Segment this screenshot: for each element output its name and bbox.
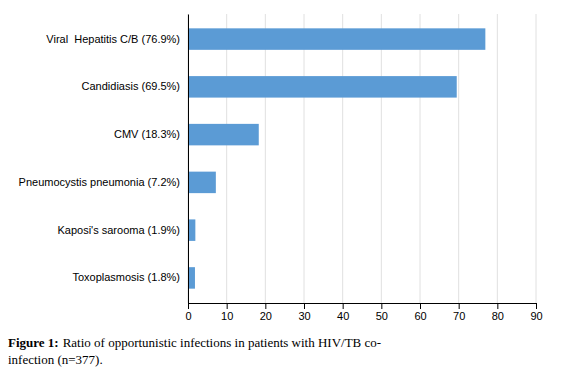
y-tick: Candidiasis (69.5%) (82, 80, 188, 92)
x-axis: 0 10 20 30 40 50 60 70 80 90 (185, 303, 542, 322)
chart: 0 10 20 30 40 50 60 70 80 90 Toxoplasmosis (1.8%) K… (0, 0, 562, 381)
x-tick-mark (227, 303, 228, 309)
y-tick-label: Pneumocystis pneumonia (7.2%) (19, 176, 180, 188)
x-tick-label: 60 (414, 310, 426, 322)
x-tick-label: 80 (492, 310, 504, 322)
grid-line (420, 14, 421, 303)
bar (188, 267, 195, 288)
x-tick-label: 30 (298, 310, 310, 322)
x-tick: 10 (221, 303, 233, 322)
y-tick: Kaposi's sarooma (1.9%) (57, 224, 188, 236)
bar (188, 219, 195, 240)
x-tick-label: 0 (185, 310, 191, 322)
grid-line (265, 14, 266, 303)
caption-line: infection (n=377). (8, 352, 103, 367)
x-tick-label: 70 (453, 310, 465, 322)
grid-line (304, 14, 305, 303)
y-tick: Viral Hepatitis C/B (76.9%) (46, 33, 188, 45)
x-tick-label: 10 (221, 310, 233, 322)
grid-line (226, 14, 227, 303)
x-tick-mark (343, 303, 344, 309)
x-tick-mark (459, 303, 460, 309)
y-axis-line (188, 15, 189, 304)
grid-line (381, 14, 382, 303)
x-tick-label: 20 (260, 310, 272, 322)
x-tick: 50 (376, 303, 388, 322)
y-tick: CMV (18.3%) (114, 128, 188, 140)
y-axis: Toxoplasmosis (1.8%) Kaposi's sarooma (1.… (19, 15, 189, 304)
bar (188, 28, 485, 49)
bar (188, 76, 457, 97)
grid (188, 14, 536, 303)
bar (188, 172, 216, 193)
x-tick: 70 (453, 303, 465, 322)
x-tick-mark (420, 303, 421, 309)
x-tick-mark (536, 303, 537, 309)
grid-line (342, 14, 343, 303)
x-tick: 90 (530, 303, 542, 322)
grid-line (458, 14, 459, 303)
x-tick: 0 (185, 303, 191, 322)
bars (188, 28, 485, 288)
y-tick-label: Viral Hepatitis C/B (76.9%) (46, 33, 180, 45)
x-tick: 40 (337, 303, 349, 322)
x-tick: 60 (414, 303, 426, 322)
x-tick-label: 50 (376, 310, 388, 322)
x-tick: 80 (492, 303, 504, 322)
x-tick-label: 40 (337, 310, 349, 322)
x-tick-mark (265, 303, 266, 309)
caption-label: Figure 1: (8, 335, 59, 350)
caption-text: Ratio of opportunistic infections in pat… (8, 335, 381, 367)
x-tick-mark (304, 303, 305, 309)
bar (188, 124, 259, 145)
y-tick: Toxoplasmosis (1.8%) (72, 271, 188, 283)
y-tick-label: CMV (18.3%) (114, 128, 180, 140)
x-tick-mark (188, 303, 189, 309)
x-axis-line (189, 304, 537, 310)
grid-line (188, 14, 189, 303)
plot: 0 10 20 30 40 50 60 70 80 90 Toxoplasmosis (1.8%) K… (19, 14, 543, 322)
x-tick: 20 (260, 303, 272, 322)
x-tick-mark (381, 303, 382, 309)
y-tick-label: Kaposi's sarooma (1.9%) (57, 224, 180, 236)
grid-line (536, 14, 537, 303)
x-tick: 30 (298, 303, 310, 322)
y-tick-label: Candidiasis (69.5%) (82, 80, 180, 92)
grid-line (497, 14, 498, 303)
x-tick-mark (497, 303, 498, 309)
y-tick: Pneumocystis pneumonia (7.2%) (19, 176, 188, 188)
y-tick-label: Toxoplasmosis (1.8%) (72, 271, 180, 283)
caption-line: Ratio of opportunistic infections in pat… (63, 335, 381, 350)
x-tick-label: 90 (530, 310, 542, 322)
